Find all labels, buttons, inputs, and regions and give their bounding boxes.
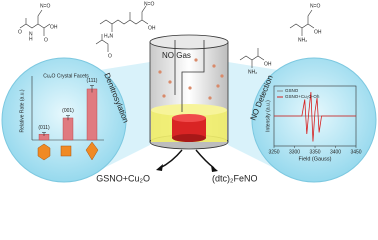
bar-label: (001) — [62, 108, 74, 114]
x-tick-label: 3400 — [330, 149, 341, 155]
atom: O — [44, 37, 48, 43]
structures — [19, 5, 315, 68]
atom: H — [29, 36, 33, 42]
arrow-left — [159, 149, 183, 169]
bar-label: (111) — [87, 78, 98, 84]
atom: OH — [148, 25, 156, 31]
x-tick-label: 3250 — [268, 149, 279, 155]
reactor — [149, 34, 229, 150]
atom: OH — [264, 61, 272, 67]
atom: H₂N — [104, 33, 114, 39]
chart-title: Cu₂O Crystal Facets — [43, 73, 89, 79]
atom: O — [108, 53, 112, 59]
atom: OH — [50, 24, 58, 30]
x-tick-label: 3450 — [350, 149, 361, 155]
legend-label: GSNO+Cu₂O-Oh — [285, 94, 320, 99]
arrow-head — [156, 164, 163, 171]
legend-label: GSNO — [285, 88, 299, 93]
right-product: (dtc)₂FeNO — [212, 173, 258, 183]
arrow-head — [211, 165, 218, 172]
atom: N=O — [310, 3, 321, 9]
atom: O — [18, 29, 22, 35]
line-series — [274, 91, 356, 142]
bar — [62, 117, 74, 141]
crystal-shapes — [37, 141, 99, 161]
graphical-abstract: NO Gas GSNO+Cu₂O (dtc)₂FeNO Denitrosylat… — [1, 1, 377, 183]
y-axis-label: Intensity (a.u.) — [265, 100, 271, 132]
x-axis-label: Field (Gauss) — [298, 156, 331, 162]
left-product: GSNO+Cu₂O — [96, 173, 150, 183]
atom: N — [29, 31, 33, 37]
x-tick-label: 3350 — [309, 149, 320, 155]
no-gas-label: NO Gas — [162, 51, 191, 60]
atom: NH₂ — [248, 69, 257, 75]
right-circle — [251, 57, 377, 183]
atom: OH — [314, 29, 322, 35]
atom: NH₂ — [298, 37, 307, 43]
atom: N=O — [144, 1, 155, 7]
x-tick-label: 3300 — [289, 149, 300, 155]
bar-label: (011) — [38, 125, 50, 131]
y-axis-label: Relative Rate (a.u.) — [19, 89, 25, 132]
atom: N=O — [40, 3, 51, 9]
bar — [86, 88, 98, 141]
